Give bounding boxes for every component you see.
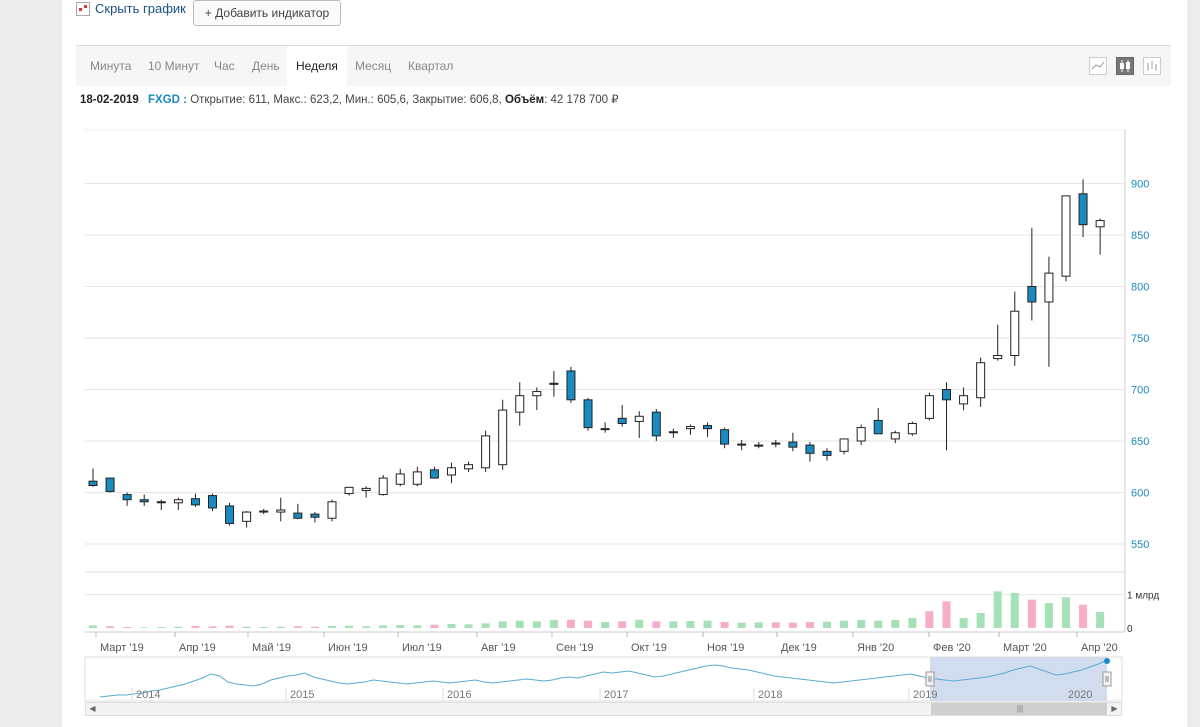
info-low: Мин.: 605,6, xyxy=(345,94,410,106)
add-indicator-button[interactable]: + Добавить индикатор xyxy=(193,0,341,26)
hide-chart-label: Скрыть график xyxy=(95,1,186,16)
tab-10-minutes[interactable]: 10 Минут xyxy=(148,59,200,73)
scroll-left-arrow[interactable]: ◀ xyxy=(89,704,96,713)
info-ticker: FXGD : xyxy=(148,94,188,106)
tab-week[interactable]: Неделя xyxy=(287,46,347,86)
info-high: Макс.: 623,2, xyxy=(273,94,342,106)
tab-day[interactable]: День xyxy=(252,59,280,73)
hide-chart-button[interactable]: Скрыть график xyxy=(76,1,186,16)
candlestick-icon xyxy=(1120,60,1130,72)
candlestick-button[interactable] xyxy=(1116,57,1134,75)
ohlc-info-line: 18-02-2019 FXGD : Открытие: 611, Макс.: … xyxy=(80,92,619,106)
info-volume-label: Объём xyxy=(504,94,545,106)
tab-minute[interactable]: Минута xyxy=(90,59,132,73)
tab-month[interactable]: Месяц xyxy=(355,59,392,73)
info-open: Открытие: 611, xyxy=(190,94,271,106)
chart-panel xyxy=(62,0,1187,727)
scrollbar-thumb[interactable] xyxy=(931,703,1107,715)
info-date: 18-02-2019 xyxy=(80,94,139,106)
info-close: Закрытие: 606,8, xyxy=(412,94,502,106)
navigator-scrollbar[interactable]: ◀ ||| ▶ xyxy=(85,702,1122,716)
ohlc-bars-button[interactable] xyxy=(1143,57,1161,75)
ohlc-bars-icon xyxy=(1147,61,1157,71)
line-chart-button[interactable] xyxy=(1089,57,1107,75)
info-volume-value: : 42 178 700 ₽ xyxy=(544,94,619,106)
tab-quarter[interactable]: Квартал xyxy=(408,59,454,73)
scrollbar-grip-icon: ||| xyxy=(1016,704,1024,713)
chart-icon xyxy=(76,1,90,16)
line-chart-icon xyxy=(1091,61,1105,70)
tab-hour[interactable]: Час xyxy=(214,59,235,73)
timeframe-tabs: Минута 10 Минут Час День Неделя Месяц Кв… xyxy=(76,45,1171,86)
scroll-right-arrow[interactable]: ▶ xyxy=(1111,704,1118,713)
